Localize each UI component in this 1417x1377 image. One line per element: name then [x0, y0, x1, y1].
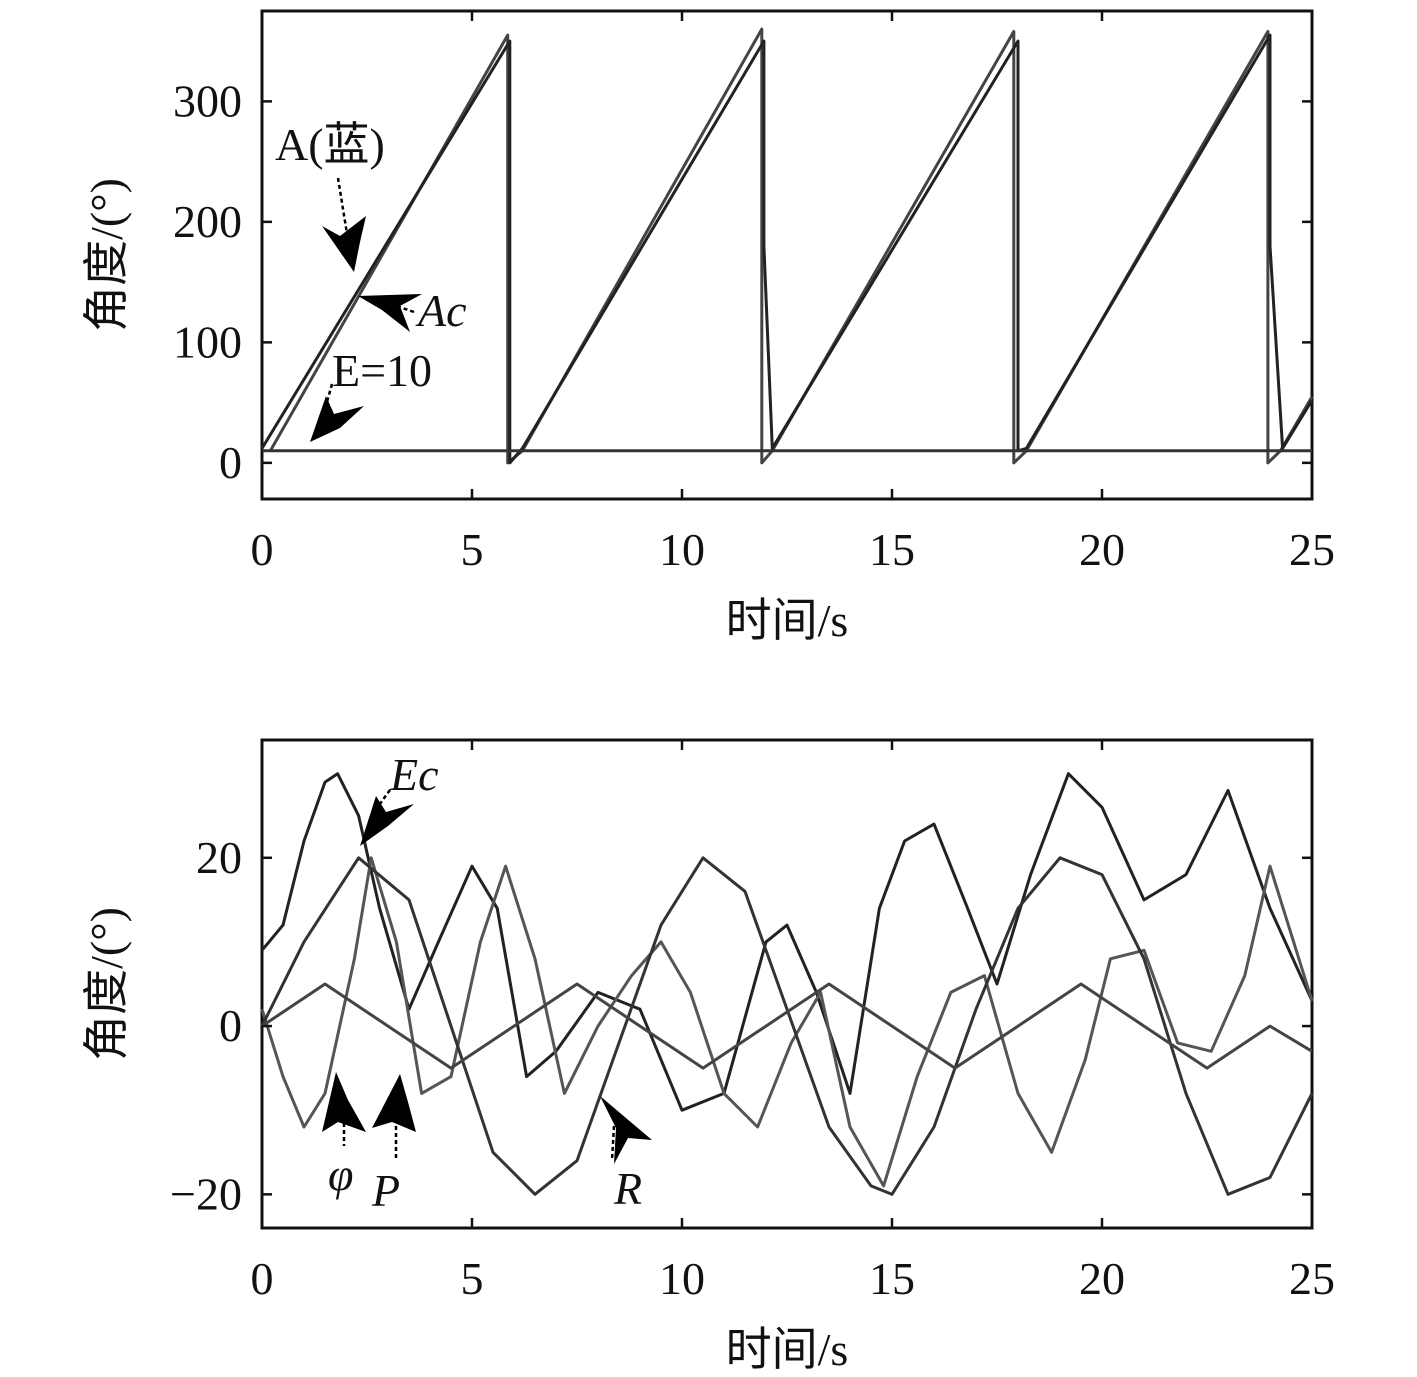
- arrow-A-icon: [322, 216, 366, 272]
- annotation-Ac: Ac: [358, 285, 467, 336]
- chart-bottom-frame: [260, 738, 1314, 1230]
- arrow-Ac-icon: [358, 294, 422, 332]
- chart-top-frame: [260, 9, 1314, 501]
- chart-bottom-ytick-label: 20: [196, 832, 242, 883]
- chart-top-xtick-label: 5: [461, 524, 484, 575]
- annotation-Ac-label: Ac: [415, 285, 467, 336]
- chart-bottom-series-line-2: [260, 856, 1314, 1188]
- chart-top-ytick-label: 300: [173, 75, 242, 126]
- annotation-A: A(蓝): [275, 119, 385, 272]
- arrow-E-icon: [310, 396, 364, 442]
- chart-bottom-xtick-label: 0: [251, 1253, 274, 1304]
- chart-top: 0 5 10 15 20 25 0 100 200 300 时间/s 角度/(°) A(蓝) Ac…: [81, 9, 1335, 646]
- chart-top-xtick-label: 20: [1079, 524, 1125, 575]
- annotation-P-label: P: [371, 1165, 400, 1216]
- arrow-phi-icon: [322, 1072, 366, 1132]
- chart-bottom-ylabel: 角度/(°): [81, 907, 132, 1061]
- arrow-Ec-icon: [360, 796, 414, 846]
- chart-bottom-ytick-label: −20: [170, 1168, 242, 1219]
- chart-bottom-series-line-4: [261, 982, 1313, 1070]
- chart-bottom-series-line-1: [260, 772, 1314, 1112]
- annotation-Ec: Ec: [360, 749, 439, 846]
- chart-top-ytick-label: 200: [173, 196, 242, 247]
- chart-bottom-xtick-label: 20: [1079, 1253, 1125, 1304]
- annotation-R: R: [600, 1096, 652, 1214]
- chart-top-ylabel: 角度/(°): [81, 178, 132, 332]
- annotation-Ec-label: Ec: [389, 749, 439, 800]
- arrow-R-icon: [600, 1096, 652, 1164]
- chart-top-ticks: 0 5 10 15 20 25 0 100 200 300: [173, 11, 1335, 575]
- chart-top-series-line-2: [260, 33, 1314, 465]
- chart-bottom-xlabel: 时间/s: [726, 1324, 849, 1375]
- annotation-R-label: R: [613, 1163, 642, 1214]
- chart-top-xtick-label: 0: [251, 524, 274, 575]
- chart-top-xtick-label: 25: [1289, 524, 1335, 575]
- arrow-P-icon: [372, 1074, 416, 1132]
- annotation-E: E=10: [310, 345, 432, 442]
- chart-top-ytick-label: 0: [219, 437, 242, 488]
- chart-top-series-line-1: [269, 27, 1314, 465]
- chart-top-xlabel: 时间/s: [726, 595, 849, 646]
- chart-bottom-xtick-label: 10: [659, 1253, 705, 1304]
- chart-bottom-ytick-label: 0: [219, 1000, 242, 1051]
- chart-bottom-series-line-3: [260, 856, 1314, 1196]
- chart-bottom-series-group: [260, 772, 1314, 1196]
- annotation-E-label: E=10: [332, 345, 432, 396]
- chart-bottom-xtick-label: 15: [869, 1253, 915, 1304]
- annotation-phi: φ: [322, 1072, 366, 1200]
- chart-bottom-xtick-label: 5: [461, 1253, 484, 1304]
- annotation-phi-label: φ: [328, 1149, 353, 1200]
- chart-top-series-group: [260, 27, 1314, 465]
- chart-top-xtick-label: 10: [659, 524, 705, 575]
- chart-top-xtick-label: 15: [869, 524, 915, 575]
- chart-top-ytick-label: 100: [173, 316, 242, 367]
- annotation-P: P: [371, 1074, 416, 1216]
- chart-bottom-xtick-label: 25: [1289, 1253, 1335, 1304]
- annotation-A-label: A(蓝): [275, 119, 385, 170]
